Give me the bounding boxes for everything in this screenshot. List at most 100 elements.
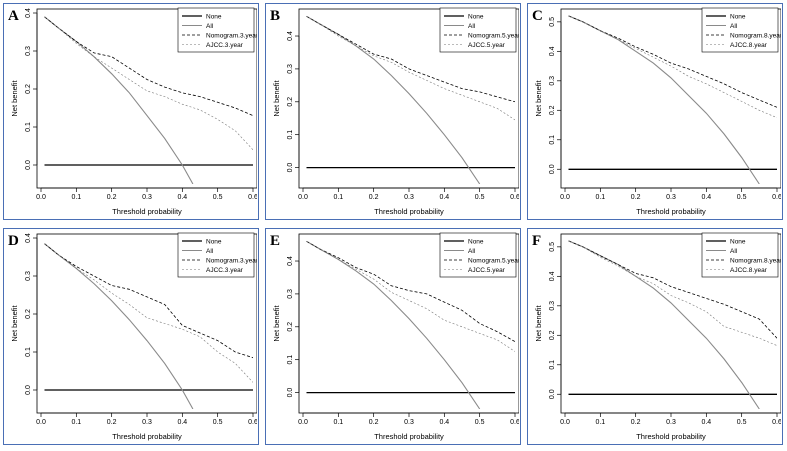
x-tick-label: 0.6 bbox=[772, 419, 781, 426]
legend-label: None bbox=[730, 238, 746, 245]
series-line-ajcc-3-year bbox=[44, 243, 253, 383]
series-line-ajcc-3-year bbox=[44, 16, 253, 151]
x-axis-label: Threshold probability bbox=[374, 207, 444, 216]
x-tick-label: 0.3 bbox=[404, 419, 414, 426]
x-tick-label: 0.3 bbox=[142, 419, 152, 426]
legend-label: None bbox=[468, 238, 484, 245]
chart-panel-a: A 0.0 0.1 0.2 0.3 0.4 0.5 0.6 Threshold probabil… bbox=[3, 3, 259, 220]
series-line-nomogram-3-year bbox=[44, 243, 253, 359]
x-tick-label: 0.6 bbox=[772, 194, 781, 201]
legend-label: Nomogram.5.year bbox=[468, 32, 519, 39]
x-tick-label: 0.1 bbox=[595, 194, 605, 201]
legend-label: Nomogram.3.year bbox=[206, 257, 257, 264]
x-tick-label: 0.5 bbox=[475, 194, 485, 201]
series-line-nomogram-8-year bbox=[568, 240, 777, 339]
x-tick-label: 0.1 bbox=[333, 194, 343, 201]
y-tick-label: 0.4 bbox=[549, 271, 556, 281]
panel-label: C bbox=[532, 8, 543, 24]
series-line-nomogram-5-year bbox=[306, 15, 515, 103]
series-group bbox=[306, 240, 515, 409]
x-tick-label: 0.3 bbox=[404, 194, 414, 201]
chart-panel-d: D 0.0 0.1 0.2 0.3 0.4 0.5 0.6 Threshold probabil… bbox=[3, 228, 259, 445]
y-tick-label: 0.2 bbox=[287, 322, 294, 332]
y-tick-label: 0.1 bbox=[25, 122, 32, 132]
y-tick-label: 0.5 bbox=[549, 242, 556, 252]
series-line-ajcc-5-year bbox=[306, 241, 515, 352]
x-axis-label: Threshold probability bbox=[636, 207, 706, 216]
x-tick-label: 0.0 bbox=[36, 419, 46, 426]
x-tick-label: 0.2 bbox=[631, 419, 641, 426]
legend-label: All bbox=[730, 248, 738, 255]
chart-svg: A 0.0 0.1 0.2 0.3 0.4 0.5 0.6 Threshold probabil… bbox=[8, 7, 257, 216]
x-tick-label: 0.5 bbox=[737, 419, 747, 426]
y-tick-label: 0.3 bbox=[287, 64, 294, 74]
y-tick-label: 0.1 bbox=[549, 360, 556, 370]
legend-label: AJCC.3.year bbox=[206, 267, 244, 274]
series-line-nomogram-8-year bbox=[568, 15, 777, 108]
series-line-ajcc-8-year bbox=[568, 240, 777, 346]
x-tick-label: 0.0 bbox=[560, 194, 570, 201]
legend-label: AJCC.5.year bbox=[468, 42, 506, 49]
y-tick-label: 0.0 bbox=[549, 164, 556, 174]
chart-svg: E 0.0 0.1 0.2 0.3 0.4 0.5 0.6 Threshold probabil… bbox=[270, 232, 519, 441]
y-tick-label: 0.5 bbox=[549, 17, 556, 27]
plot-frame bbox=[298, 233, 519, 414]
y-tick-label: 0.0 bbox=[287, 163, 294, 173]
series-line-all bbox=[306, 15, 481, 184]
series-group bbox=[44, 16, 253, 184]
series-line-ajcc-8-year bbox=[568, 15, 777, 118]
y-tick-label: 0.2 bbox=[287, 97, 294, 107]
x-tick-label: 0.1 bbox=[333, 419, 343, 426]
chart-panel-f: F 0.0 0.1 0.2 0.3 0.4 0.5 0.6 Threshold probabil… bbox=[527, 228, 783, 445]
y-tick-label: 0.1 bbox=[25, 347, 32, 357]
x-tick-label: 0.6 bbox=[510, 419, 519, 426]
panel-label: F bbox=[532, 233, 541, 249]
x-tick-label: 0.2 bbox=[369, 194, 379, 201]
y-tick-label: 0.2 bbox=[25, 84, 32, 94]
y-tick-label: 0.1 bbox=[287, 355, 294, 365]
series-group bbox=[568, 240, 777, 409]
y-tick-label: 0.0 bbox=[25, 385, 32, 395]
y-tick-label: 0.0 bbox=[25, 160, 32, 170]
legend-label: None bbox=[206, 13, 222, 20]
legend-label: Nomogram.3.year bbox=[206, 32, 257, 39]
plot-frame bbox=[36, 233, 257, 414]
x-tick-label: 0.6 bbox=[510, 194, 519, 201]
legend-label: None bbox=[468, 13, 484, 20]
x-tick-label: 0.3 bbox=[142, 194, 152, 201]
legend-label: All bbox=[206, 23, 214, 30]
chart-svg: F 0.0 0.1 0.2 0.3 0.4 0.5 0.6 Threshold probabil… bbox=[532, 232, 781, 441]
y-tick-label: 0.3 bbox=[549, 76, 556, 86]
chart-svg: C 0.0 0.1 0.2 0.3 0.4 0.5 0.6 Threshold probabil… bbox=[532, 7, 781, 216]
chart-panel-e: E 0.0 0.1 0.2 0.3 0.4 0.5 0.6 Threshold probabil… bbox=[265, 228, 521, 445]
legend-label: Nomogram.8.year bbox=[730, 257, 781, 264]
panel-label: A bbox=[8, 8, 19, 24]
chart-svg: D 0.0 0.1 0.2 0.3 0.4 0.5 0.6 Threshold probabil… bbox=[8, 232, 257, 441]
x-tick-label: 0.1 bbox=[595, 419, 605, 426]
y-axis-label: Net benefit bbox=[534, 304, 543, 341]
x-axis-label: Threshold probability bbox=[636, 432, 706, 441]
x-tick-label: 0.5 bbox=[213, 419, 223, 426]
x-tick-label: 0.0 bbox=[298, 194, 308, 201]
legend-label: None bbox=[206, 238, 222, 245]
panel-label: E bbox=[270, 233, 280, 249]
y-axis-label: Net benefit bbox=[272, 79, 281, 116]
legend-label: AJCC.3.year bbox=[206, 42, 244, 49]
y-axis-label: Net benefit bbox=[10, 79, 19, 116]
x-tick-label: 0.4 bbox=[177, 194, 187, 201]
panel-label: B bbox=[270, 8, 280, 24]
series-group bbox=[568, 15, 777, 184]
x-axis-label: Threshold probability bbox=[112, 432, 182, 441]
x-tick-label: 0.4 bbox=[701, 194, 711, 201]
legend-label: All bbox=[730, 23, 738, 30]
x-tick-label: 0.1 bbox=[71, 419, 81, 426]
plot-frame bbox=[560, 233, 781, 414]
x-tick-label: 0.6 bbox=[248, 194, 257, 201]
x-tick-label: 0.3 bbox=[666, 419, 676, 426]
x-tick-label: 0.4 bbox=[701, 419, 711, 426]
legend-label: Nomogram.5.year bbox=[468, 257, 519, 264]
y-axis-label: Net benefit bbox=[272, 304, 281, 341]
x-tick-label: 0.0 bbox=[298, 419, 308, 426]
x-tick-label: 0.4 bbox=[439, 194, 449, 201]
